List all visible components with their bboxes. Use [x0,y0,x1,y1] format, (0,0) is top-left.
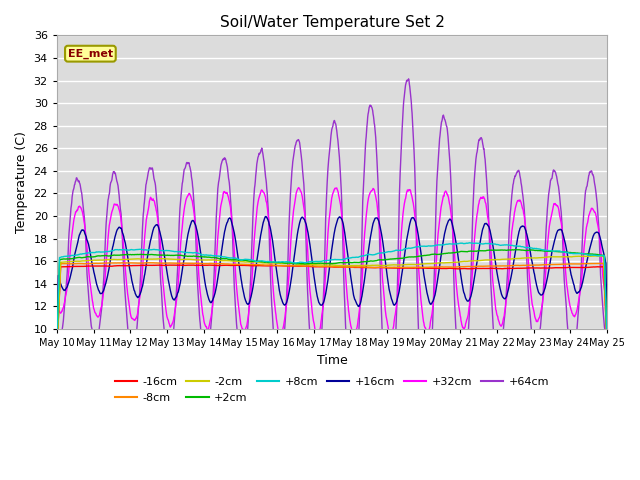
Line: +64cm: +64cm [57,79,607,443]
-8cm [237,262,245,267]
-2cm [489,257,497,263]
+8cm [175,249,183,254]
+16cm [53,354,61,360]
-2cm [592,253,600,259]
-16cm [167,262,175,268]
-8cm [604,341,611,347]
Text: EE_met: EE_met [68,48,113,59]
+32cm [237,322,244,327]
+8cm [53,341,61,347]
+64cm [404,76,412,82]
+32cm [490,285,497,290]
+16cm [418,256,426,262]
-16cm [604,343,611,348]
-8cm [490,263,497,269]
Line: +32cm: +32cm [57,188,607,360]
+16cm [604,329,611,335]
-8cm [163,260,170,266]
+8cm [237,257,244,263]
-16cm [53,351,61,357]
-16cm [538,265,546,271]
+64cm [539,301,547,307]
-8cm [176,260,184,266]
-8cm [538,262,546,268]
Line: -2cm: -2cm [57,256,607,352]
+32cm [604,355,611,361]
+64cm [419,440,427,446]
+8cm [490,241,497,247]
+64cm [53,386,61,392]
+2cm [237,257,244,263]
Title: Soil/Water Temperature Set 2: Soil/Water Temperature Set 2 [220,15,444,30]
-2cm [53,349,61,355]
+32cm [162,306,170,312]
+32cm [294,185,302,191]
Line: +8cm: +8cm [57,243,607,344]
+2cm [538,248,546,253]
-8cm [147,260,155,265]
-16cm [418,265,426,271]
Legend: -16cm, -8cm, -2cm, +2cm, +8cm, +16cm, +32cm, +64cm: -16cm, -8cm, -2cm, +2cm, +8cm, +16cm, +3… [110,372,554,407]
+8cm [162,248,170,253]
+2cm [53,342,61,348]
-2cm [162,256,170,262]
+64cm [162,344,170,350]
+16cm [162,263,170,268]
+32cm [538,302,546,308]
Line: +16cm: +16cm [57,216,607,357]
Line: -16cm: -16cm [57,265,607,354]
+2cm [162,252,170,258]
Line: +2cm: +2cm [57,250,607,345]
+16cm [237,275,244,280]
+8cm [604,340,611,346]
-2cm [417,261,425,267]
-16cm [176,262,184,268]
+32cm [418,303,426,309]
-8cm [53,350,61,356]
+64cm [175,221,183,227]
+2cm [489,247,497,253]
-2cm [604,337,611,343]
-2cm [175,257,183,263]
+32cm [53,358,61,363]
Y-axis label: Temperature (C): Temperature (C) [15,131,28,233]
+32cm [175,265,183,271]
-2cm [237,259,244,264]
+16cm [538,292,546,298]
+2cm [175,252,183,258]
+8cm [538,247,546,253]
+64cm [418,410,426,416]
+2cm [417,253,425,259]
-16cm [237,263,245,268]
-8cm [418,264,426,270]
+8cm [465,240,473,246]
+8cm [417,243,425,249]
-16cm [490,265,497,271]
+64cm [490,334,498,339]
-2cm [538,255,545,261]
+16cm [490,246,497,252]
-16cm [162,263,170,268]
+64cm [237,358,244,364]
+2cm [515,247,523,252]
+16cm [262,214,270,219]
X-axis label: Time: Time [317,354,348,367]
+64cm [604,365,611,371]
+16cm [175,285,183,291]
+2cm [604,340,611,346]
Line: -8cm: -8cm [57,263,607,353]
